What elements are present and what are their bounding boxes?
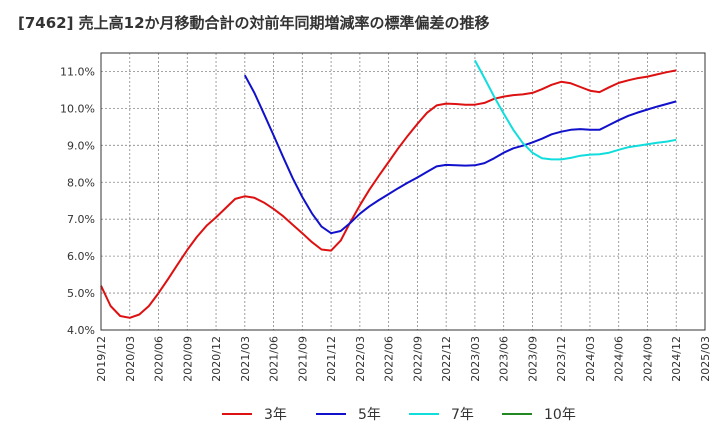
legend-label-4: 10年 — [544, 407, 576, 423]
x-tick-label: 2020/06 — [153, 336, 166, 382]
x-tick-label: 2022/12 — [440, 336, 453, 382]
legend: 3年 5年 7年 10年 — [222, 407, 576, 423]
y-axis: 4.0% 5.0% 6.0% 7.0% 8.0% 9.0% 10.0% 11.0% — [60, 65, 95, 337]
x-tick-label: 2022/03 — [354, 336, 367, 382]
x-tick-label: 2022/06 — [383, 336, 396, 382]
x-tick-label: 2020/09 — [181, 336, 194, 382]
x-tick-label: 2024/03 — [584, 336, 597, 382]
plot-frame — [100, 52, 706, 331]
y-tick-label: 10.0% — [60, 102, 95, 115]
y-tick-label: 7.0% — [67, 213, 95, 226]
x-tick-label: 2021/03 — [239, 336, 252, 382]
legend-label-1: 3年 — [264, 407, 287, 423]
x-tick-label: 2023/09 — [526, 336, 539, 382]
series-lines — [100, 59, 677, 319]
x-tick-label: 2024/12 — [670, 336, 683, 382]
x-axis: 2019/12 2020/03 2020/06 2020/09 2020/12 2021/… — [95, 336, 712, 382]
chart-title: [7462] 売上高12か月移動合計の対前年同期増減率の標準偏差の推移 — [18, 14, 490, 32]
series-line-1 — [100, 69, 677, 319]
x-tick-label: 2025/03 — [699, 336, 712, 382]
y-tick-label: 4.0% — [67, 324, 95, 337]
y-tick-label: 8.0% — [67, 176, 95, 189]
x-tick-label: 2021/09 — [296, 336, 309, 382]
grid — [100, 53, 706, 331]
y-tick-label: 9.0% — [67, 139, 95, 152]
x-tick-label: 2024/06 — [613, 336, 626, 382]
x-tick-label: 2022/09 — [411, 336, 424, 382]
y-tick-label: 11.0% — [60, 65, 95, 78]
x-tick-label: 2020/12 — [210, 336, 223, 382]
x-tick-label: 2020/03 — [124, 336, 137, 382]
x-tick-label: 2021/12 — [325, 336, 338, 382]
y-tick-label: 5.0% — [67, 287, 95, 300]
x-tick-label: 2024/09 — [641, 336, 654, 382]
x-tick-label: 2023/06 — [498, 336, 511, 382]
legend-label-2: 5年 — [358, 407, 381, 423]
series-line-3 — [474, 59, 677, 161]
legend-label-3: 7年 — [451, 407, 474, 423]
x-tick-label: 2023/12 — [555, 336, 568, 382]
x-tick-label: 2019/12 — [95, 336, 108, 382]
x-tick-label: 2023/03 — [469, 336, 482, 382]
series-line-2 — [243, 74, 677, 235]
x-tick-label: 2021/06 — [268, 336, 281, 382]
y-tick-label: 6.0% — [67, 250, 95, 263]
